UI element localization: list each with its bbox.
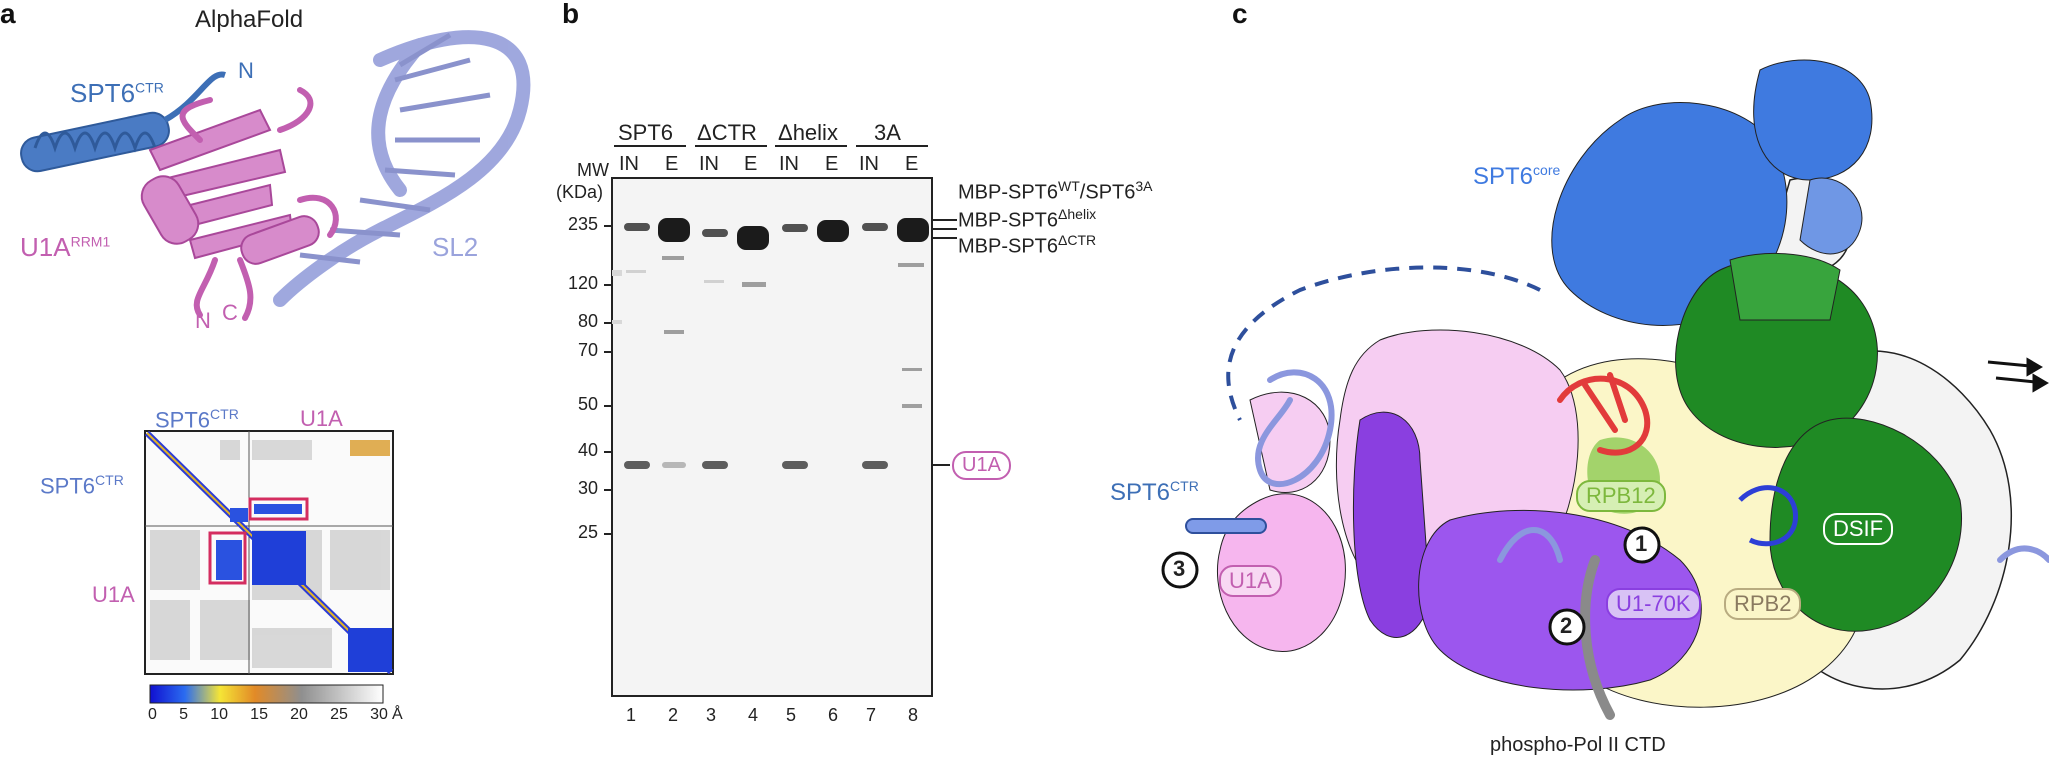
pae-tick: 5: [179, 706, 188, 723]
lane-type: E: [744, 153, 758, 175]
pae-tick: 10: [210, 706, 228, 723]
sl2-label: SL2: [432, 232, 479, 262]
lane-number: 4: [748, 705, 759, 725]
mw-marker: 70: [578, 340, 599, 360]
gel-group-dhelix: Δhelix: [778, 120, 838, 145]
band-label-wt-3a: MBP-SPT6WT/SPT63A: [958, 178, 1153, 204]
lane-number: 1: [626, 705, 637, 725]
site-3-marker: 3: [1173, 556, 1186, 581]
mw-marker: 235: [568, 214, 599, 234]
lane-type: IN: [859, 153, 879, 175]
pae-tick: 20: [290, 706, 308, 723]
lane-number: 2: [668, 705, 679, 725]
lane-type: IN: [619, 153, 639, 175]
band-label-dctr: MBP-SPT6ΔCTR: [958, 232, 1097, 258]
mw-marker: 40: [578, 440, 599, 460]
site-2-marker: 2: [1560, 613, 1573, 638]
lane-type: E: [905, 153, 919, 175]
mw-header: MW: [577, 160, 609, 180]
panel-letter-c: c: [1232, 0, 1248, 29]
pae-tick: 0: [148, 706, 157, 723]
lane-type: IN: [699, 153, 719, 175]
ctd-label: phospho-Pol II CTD: [1490, 734, 1666, 756]
spt6-ctr-label-c: SPT6CTR: [1110, 478, 1199, 506]
pae-tick: 30: [370, 706, 388, 723]
pae-matrix: [144, 430, 394, 704]
lane-number: 5: [786, 705, 797, 725]
pae-scale-unit: Å: [392, 706, 403, 723]
alphafold-structure: [20, 30, 531, 321]
gel-figure: [604, 145, 957, 697]
mw-marker: 30: [578, 478, 599, 498]
lane-type: IN: [779, 153, 799, 175]
alphafold-title: AlphaFold: [195, 6, 304, 33]
u1-70k-label: U1-70K: [1606, 588, 1701, 620]
c-terminus-u1a: C: [222, 300, 238, 325]
lane-number: 8: [908, 705, 919, 725]
lane-type: E: [825, 153, 839, 175]
mw-unit: (KDa): [556, 182, 604, 202]
u1a-label-c: U1A: [1219, 565, 1282, 597]
site-1-marker: 1: [1635, 531, 1648, 556]
pae-left-u1a-label: U1A: [92, 582, 135, 607]
band-label-dhelix: MBP-SPT6Δhelix: [958, 206, 1097, 232]
panel-letter-b: b: [562, 0, 580, 29]
lane-type: E: [665, 153, 679, 175]
n-terminus-u1a: N: [195, 308, 211, 333]
rpb2-label: RPB2: [1724, 588, 1802, 620]
pae-left-spt6-label: SPT6CTR: [40, 472, 124, 499]
rpb12-label: RPB12: [1576, 480, 1666, 512]
mw-marker: 80: [578, 311, 599, 331]
pae-top-u1a-label: U1A: [300, 406, 343, 431]
gel-group-spt6: SPT6: [618, 120, 674, 145]
lane-number: 6: [828, 705, 839, 725]
dsif-label: DSIF: [1823, 513, 1894, 545]
pae-top-spt6-label: SPT6CTR: [155, 406, 239, 433]
band-label-u1a: U1A: [952, 451, 1011, 480]
n-terminus-spt6: N: [238, 58, 254, 83]
mw-marker: 25: [578, 522, 599, 542]
lane-number: 3: [706, 705, 717, 725]
u1a-rrm1-label: U1ARRM1: [20, 232, 111, 262]
pae-tick: 15: [250, 706, 268, 723]
gel-group-3a: 3A: [874, 120, 901, 145]
spt6-core-label: SPT6core: [1473, 162, 1561, 190]
panel-letter-a: a: [0, 0, 16, 29]
pae-tick: 25: [330, 706, 348, 723]
mw-marker: 120: [568, 273, 599, 293]
pae-scale-ticks: 0 5 10 15 20 25 30: [148, 706, 388, 724]
spt6-ctr-label-a: SPT6CTR: [70, 78, 164, 108]
mw-marker: 50: [578, 394, 599, 414]
gel-group-dctr: ΔCTR: [697, 120, 757, 145]
lane-number: 7: [866, 705, 877, 725]
